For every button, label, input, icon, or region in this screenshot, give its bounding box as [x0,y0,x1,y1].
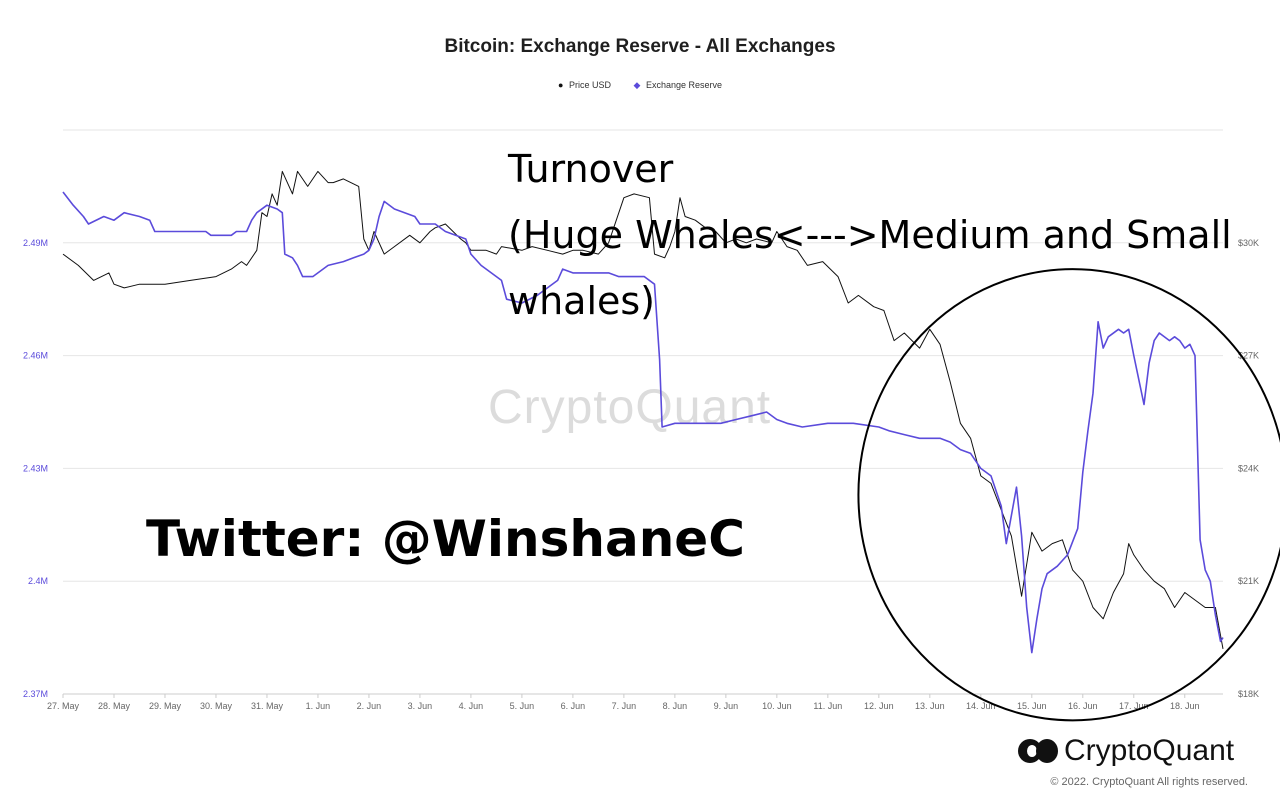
x-tick-label: 13. Jun [915,701,945,711]
price-usd-line [62,170,1224,649]
left-tick-label: 2.4M [28,576,48,586]
legend-item-reserve[interactable]: ◆ Exchange Reserve [634,80,722,91]
x-tick-label: 2. Jun [357,701,382,711]
turnover-line-3: whales) [508,279,656,323]
x-tick-label: 7. Jun [612,701,637,711]
x-tick-label: 15. Jun [1017,701,1047,711]
x-tick-label: 8. Jun [663,701,688,711]
left-tick-label: 2.49M [23,238,48,248]
series-layer [62,170,1224,654]
turnover-line-2: (Huge Whales<--->Medium and Small [508,213,1232,257]
x-tick-label: 11. Jun [813,701,842,711]
legend-marker-price: ● [558,80,564,90]
right-axis: $18K $21K $24K $27K $30K [1238,238,1259,699]
legend: ● Price USD ◆ Exchange Reserve [0,80,1280,91]
left-tick-label: 2.46M [23,351,48,361]
x-tick-label: 30. May [200,701,233,711]
cryptoquant-logo-icon [1018,737,1058,765]
watermark: CryptoQuant [488,381,772,434]
x-tick-label: 14. Jun [966,701,996,711]
turnover-annotation: Turnover (Huge Whales<--->Medium and Sma… [508,136,1232,334]
right-tick-label: $27K [1238,351,1259,361]
left-axis: 2.37M 2.4M 2.43M 2.46M 2.49M [23,238,48,699]
legend-item-price[interactable]: ● Price USD [558,80,611,90]
x-axis: 27. May 28. May 29. May 30. May 31. May 1. Ju… [47,693,1223,711]
x-tick-label: 5. Jun [510,701,535,711]
twitter-annotation: Twitter: @WinshaneC [146,510,745,568]
exchange-reserve-line [62,191,1224,654]
x-tick-label: 18. Jun [1170,701,1200,711]
x-tick-label: 29. May [149,701,182,711]
x-tick-label: 1. Jun [306,701,331,711]
x-tick-label: 6. Jun [561,701,586,711]
x-tick-label: 3. Jun [408,701,433,711]
chart-title: Bitcoin: Exchange Reserve - All Exchange… [444,36,836,57]
left-tick-label: 2.43M [23,463,48,473]
right-tick-label: $21K [1238,576,1259,586]
legend-marker-reserve: ◆ [633,80,641,90]
logo-text: CryptoQuant [1064,734,1235,767]
legend-label-reserve: Exchange Reserve [645,80,722,90]
right-tick-label: $24K [1238,463,1259,473]
x-tick-label: 27. May [47,701,80,711]
turnover-line-1: Turnover [508,147,674,191]
left-tick-label: 2.37M [23,689,48,699]
right-tick-label: $18K [1238,689,1259,699]
legend-label-price: Price USD [568,80,611,90]
x-tick-label: 28. May [98,701,131,711]
x-tick-label: 31. May [251,701,284,711]
x-tick-label: 4. Jun [459,701,484,711]
cryptoquant-logo: CryptoQuant [1018,734,1234,768]
x-tick-label: 9. Jun [714,701,739,711]
right-tick-label: $30K [1238,238,1259,248]
highlight-ellipse [857,268,1280,722]
x-tick-label: 12. Jun [864,701,894,711]
copyright-text: © 2022. CryptoQuant All rights reserved. [1050,776,1248,788]
x-tick-label: 17. Jun [1119,701,1149,711]
x-tick-label: 16. Jun [1068,701,1098,711]
x-tick-label: 10. Jun [762,701,792,711]
